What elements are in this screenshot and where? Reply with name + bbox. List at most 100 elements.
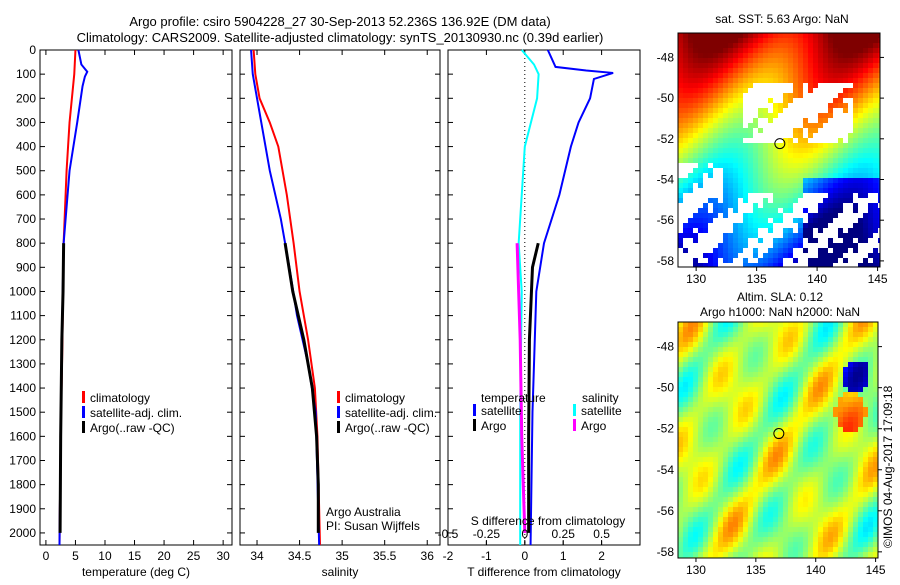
map-cell: [763, 108, 768, 113]
map-cell: [683, 552, 688, 557]
map-cell: [858, 183, 863, 188]
map-cell: [683, 492, 688, 497]
map-cell: [868, 78, 873, 83]
map-cell: [853, 377, 858, 382]
map-cell: [813, 517, 818, 522]
map-cell: [868, 138, 873, 143]
map-cell: [843, 173, 848, 178]
map-cell: [858, 477, 863, 482]
map-cell: [678, 347, 683, 352]
map-cell: [768, 422, 773, 427]
map-cell: [808, 148, 813, 153]
map-cell: [833, 427, 838, 432]
map-cell: [798, 417, 803, 422]
map-cell: [858, 123, 863, 128]
map-cell: [773, 412, 778, 417]
map-cell: [873, 43, 878, 48]
map-cell: [848, 432, 853, 437]
map-cell: [678, 467, 683, 472]
map-cell: [803, 547, 808, 552]
map-cell: [803, 153, 808, 158]
map-cell: [843, 482, 848, 487]
map-cell: [773, 392, 778, 397]
map-cell: [743, 537, 748, 542]
map-cell: [713, 148, 718, 153]
map-cell: [678, 397, 683, 402]
map-cell: [878, 223, 880, 228]
map-cell: [728, 407, 733, 412]
map-cell: [838, 452, 843, 457]
map-cell: [723, 178, 728, 183]
map-cell: [798, 452, 803, 457]
map-cell: [798, 542, 803, 547]
map-cell: [753, 497, 758, 502]
map-cell: [808, 73, 813, 78]
map-cell: [868, 547, 873, 552]
map-cell: [708, 347, 713, 352]
map-cell: [783, 367, 788, 372]
map-cell: [688, 352, 693, 357]
map-cell: [698, 183, 703, 188]
map-cell: [863, 188, 868, 193]
map-cell: [863, 387, 868, 392]
map-cell: [778, 417, 783, 422]
map-cell: [683, 497, 688, 502]
map-cell: [778, 517, 783, 522]
map-cell: [848, 327, 853, 332]
map-cell: [738, 387, 743, 392]
map-cell: [728, 502, 733, 507]
map-cell: [708, 362, 713, 367]
map-cell: [688, 78, 693, 83]
map-cell: [848, 58, 853, 63]
map-cell: [798, 48, 803, 53]
map-cell: [873, 63, 878, 68]
map-cell: [713, 497, 718, 502]
map-cell: [678, 427, 683, 432]
map-cell: [763, 63, 768, 68]
map-cell: [678, 402, 683, 407]
map-cell: [793, 88, 798, 93]
x-tick-label: 35: [335, 549, 349, 563]
map-cell: [828, 382, 833, 387]
map-cell: [803, 532, 808, 537]
map-cell: [758, 43, 763, 48]
map-cell: [838, 253, 843, 258]
map-cell: [808, 522, 813, 527]
map-cell: [683, 347, 688, 352]
map-cell: [788, 168, 793, 173]
map-cell: [753, 228, 758, 233]
map-cell: [773, 442, 778, 447]
map-cell: [708, 337, 713, 342]
map-cell: [863, 357, 868, 362]
map-cell: [783, 138, 788, 143]
map-cell: [748, 542, 753, 547]
map-cell: [703, 113, 708, 118]
map-cell: [828, 198, 833, 203]
map-cell: [798, 58, 803, 63]
map-cell: [693, 462, 698, 467]
map-cell: [728, 432, 733, 437]
map-cell: [873, 143, 878, 148]
map-cell: [693, 332, 698, 337]
map-cell: [778, 362, 783, 367]
map-cell: [808, 487, 813, 492]
map-cell: [853, 103, 858, 108]
map-cell: [863, 118, 868, 123]
map-cell: [843, 332, 848, 337]
map-cell: [803, 537, 808, 542]
map-cell: [818, 228, 823, 233]
map-cell: [698, 43, 703, 48]
map-cell: [858, 133, 863, 138]
map-cell: [703, 387, 708, 392]
lon-tick-label: 140: [807, 272, 827, 286]
map-cell: [723, 517, 728, 522]
map-cell: [838, 502, 843, 507]
map-cell: [728, 482, 733, 487]
map-cell: [873, 123, 878, 128]
map-cell: [733, 482, 738, 487]
map-cell: [828, 412, 833, 417]
map-cell: [763, 437, 768, 442]
map-cell: [788, 357, 793, 362]
map-cell: [858, 158, 863, 163]
map-cell: [773, 552, 778, 557]
